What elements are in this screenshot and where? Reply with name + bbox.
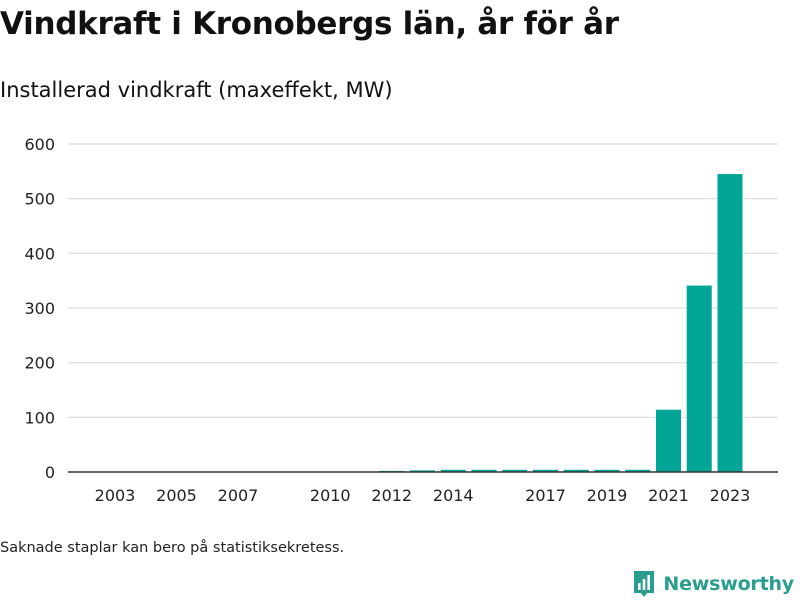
bar-2017 [533,469,558,472]
bar-2019 [594,469,620,472]
x-tick-label-2021: 2021 [648,486,689,505]
bar-2023 [717,174,743,473]
x-tick-label-2012: 2012 [371,486,412,505]
bar-2014 [440,469,466,472]
x-tick-label-2010: 2010 [310,486,351,505]
chart-subtitle: Installerad vindkraft (maxeffekt, MW) [0,78,393,102]
bar-2015 [471,469,497,472]
y-tick-label-400: 400 [24,244,55,263]
gridlines [68,143,778,418]
footnote: Saknade staplar kan bero på statistiksek… [0,540,345,556]
chart-title: Vindkraft i Kronobergs län, år för år [0,6,619,42]
x-tick-label-2019: 2019 [587,486,628,505]
bar-2021 [656,409,681,472]
bar-2022 [686,285,712,472]
y-tick-label-100: 100 [24,408,55,427]
x-tick-label-2005: 2005 [156,486,197,505]
bar-chart: 0 100 200 300 400 500 600 2003 2005 2007 2010 2012… [24,135,778,505]
newsworthy-logo[interactable]: Newsworthy [632,569,794,599]
bar-2016 [502,469,528,472]
x-tick-label-2003: 2003 [95,486,136,505]
x-tick-label-2023: 2023 [710,486,751,505]
newsworthy-logo-text: Newsworthy [663,573,794,595]
y-tick-label-500: 500 [24,190,55,209]
x-tick-label-2017: 2017 [525,486,566,505]
y-tick-label-300: 300 [24,299,55,318]
bar-2013 [410,470,435,472]
bar-2018 [563,469,589,472]
y-tick-label-200: 200 [24,354,55,373]
newsworthy-logo-icon [634,571,655,597]
y-tick-label-600: 600 [24,135,55,154]
bar-2020 [625,469,651,472]
y-tick-label-0: 0 [45,463,55,482]
bars [379,174,743,473]
x-axis-tick-labels: 2003 2005 2007 2010 2012 2014 2017 2019 2021 2023 [95,486,751,505]
x-tick-label-2007: 2007 [218,486,259,505]
y-axis-tick-labels: 0 100 200 300 400 500 600 [24,135,55,482]
x-tick-label-2014: 2014 [433,486,474,505]
